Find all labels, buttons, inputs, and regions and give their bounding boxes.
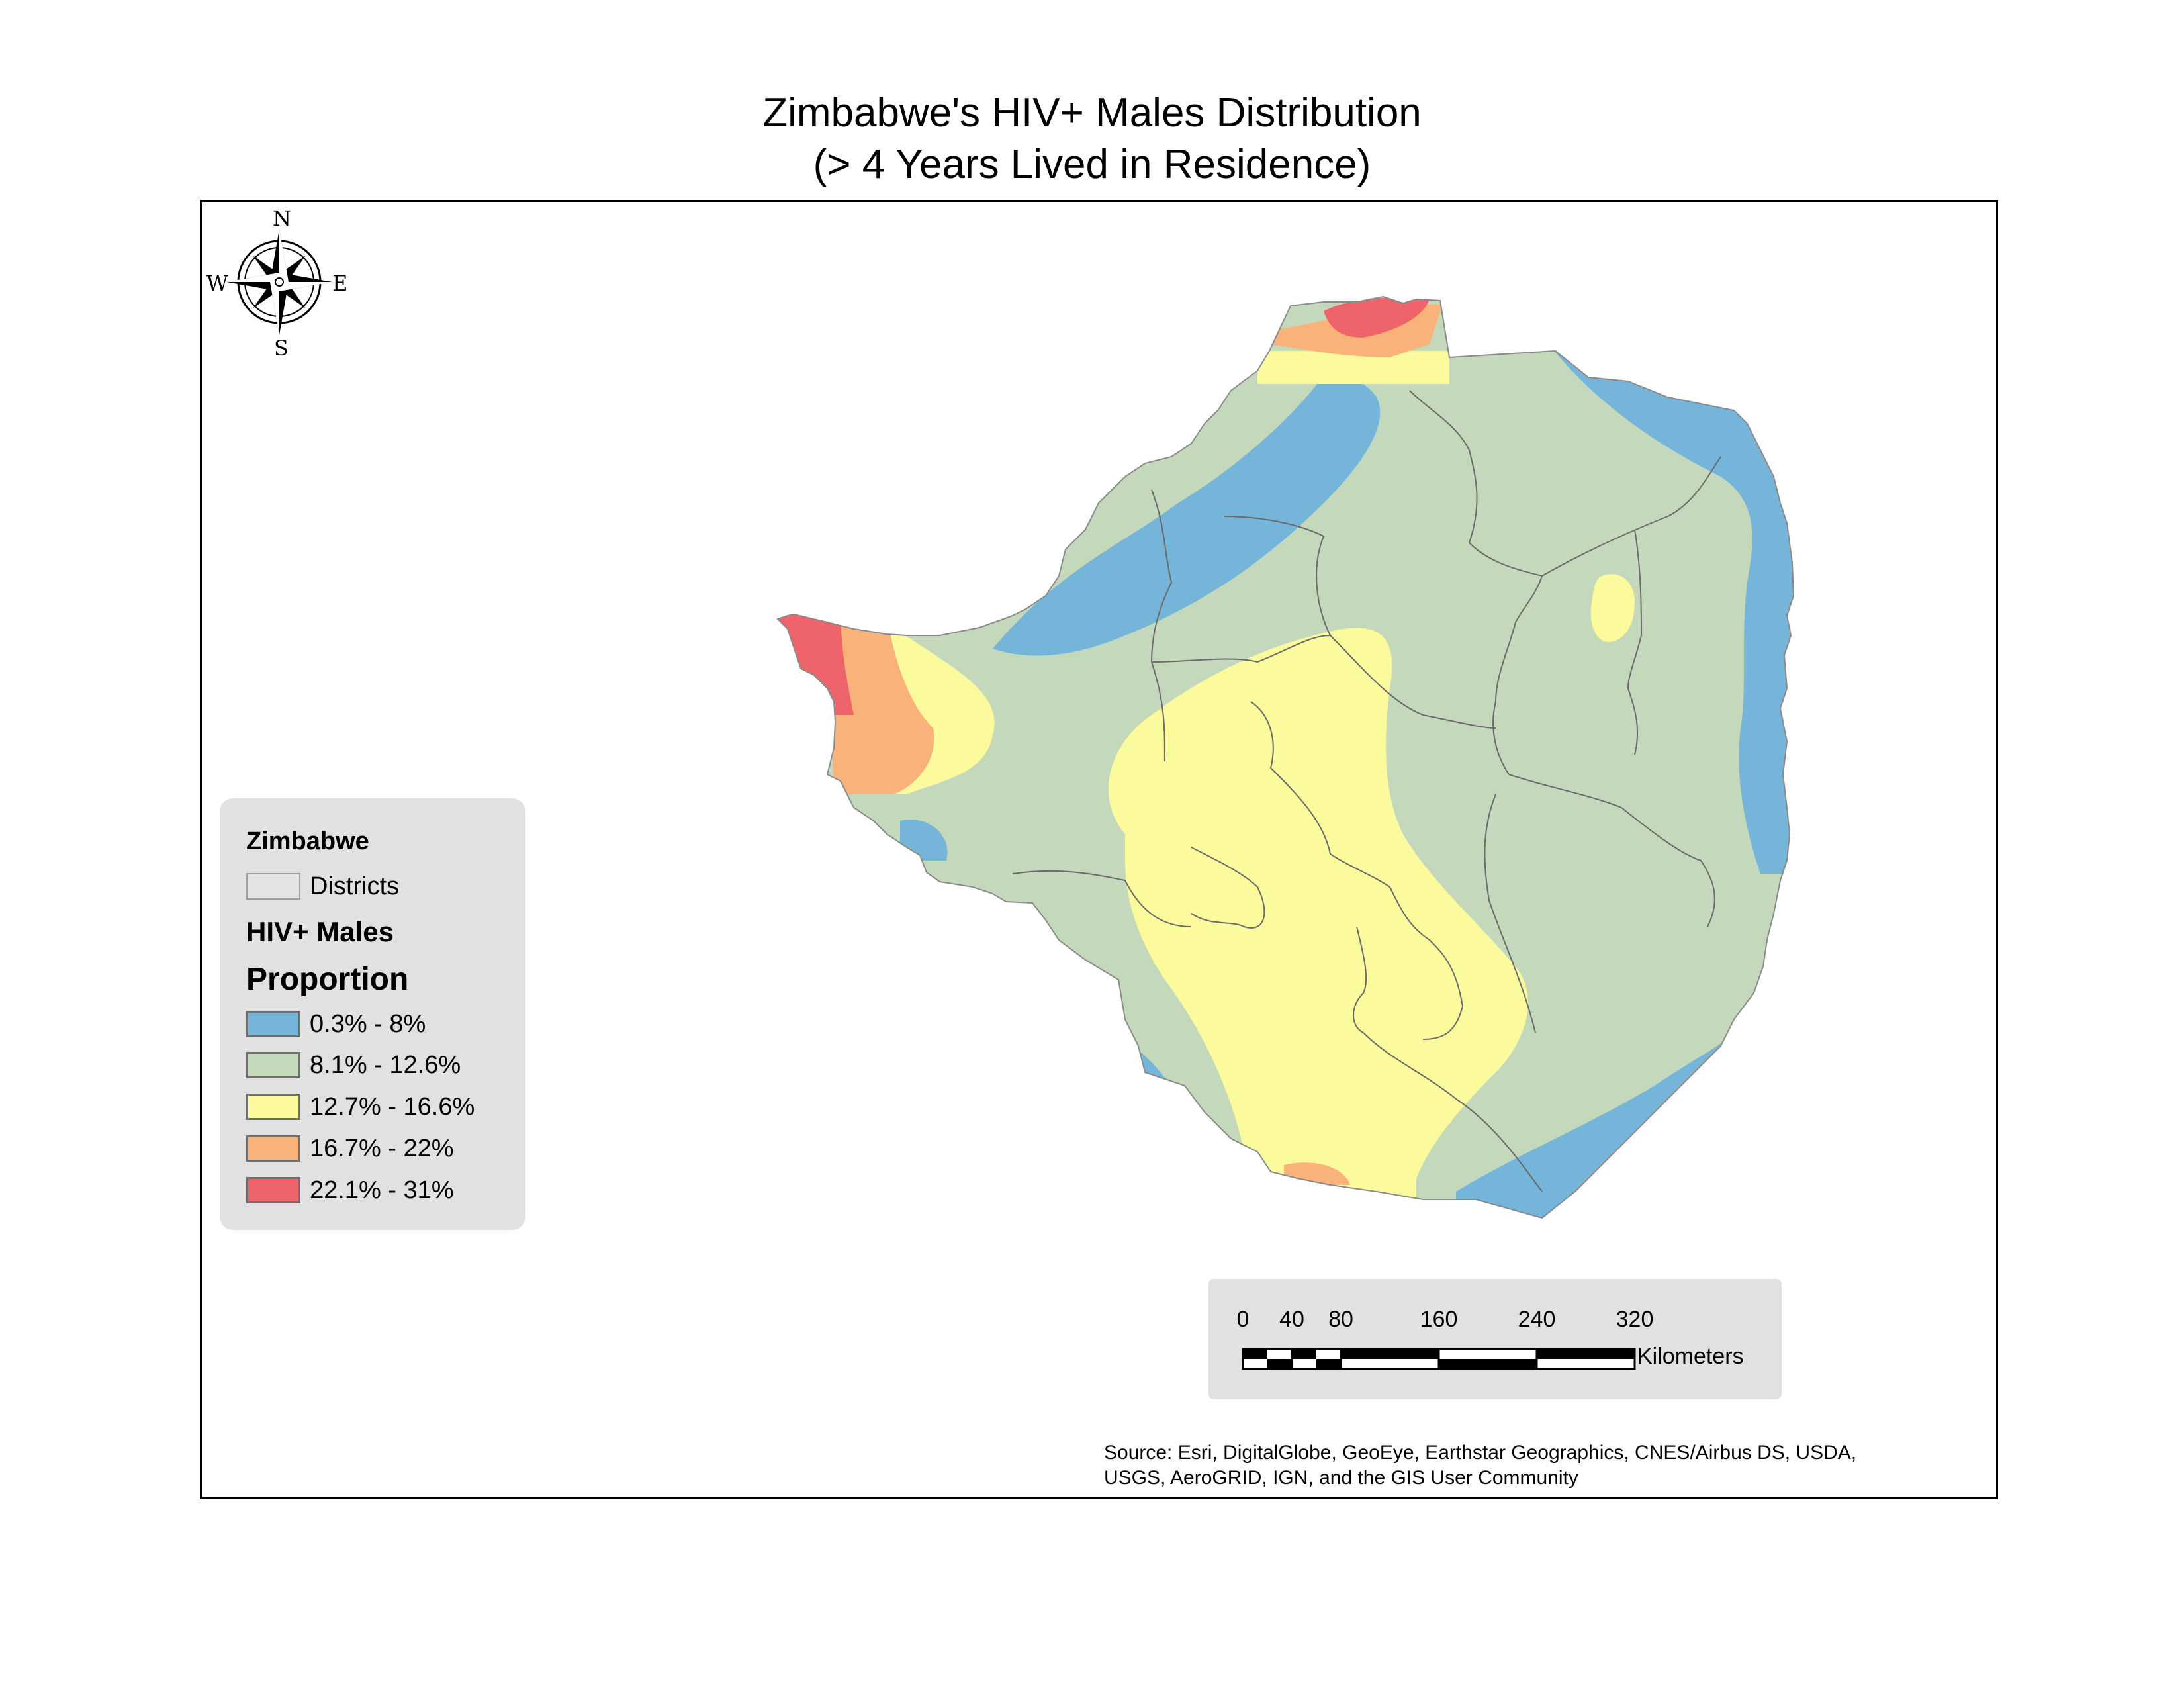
scale-tick-label: 80 (1328, 1307, 1353, 1332)
legend-field-title: HIV+ Males (246, 916, 394, 947)
legend-class-swatch (246, 1177, 300, 1203)
legend-districts-swatch (246, 873, 300, 900)
scale-bar-segment (1267, 1359, 1292, 1369)
compass-east-label: E (332, 271, 348, 296)
scale-tick-label: 0 (1236, 1307, 1250, 1332)
compass-south-label: S (274, 336, 289, 361)
map-subtitle: (> 4 Years Lived in Residence) (813, 142, 1371, 187)
legend-districts-label: Districts (310, 872, 400, 900)
legend-class-row: 16.7% - 22% (246, 1133, 454, 1164)
compass-rose-icon (226, 229, 332, 335)
scale-tick-label: 160 (1420, 1307, 1458, 1332)
source-line-1: Source: Esri, DigitalGlobe, GeoEye, Eart… (1104, 1442, 1857, 1464)
scale-bar-segment (1292, 1349, 1316, 1359)
interpolated-surface (778, 297, 1794, 1218)
district-boundaries (1012, 390, 1721, 1192)
legend-class-label: 0.3% - 8% (310, 1009, 426, 1038)
legend-class-label: 22.1% - 31% (310, 1176, 454, 1204)
scale-bar-segment (1537, 1349, 1635, 1359)
legend-class-swatch (246, 1135, 300, 1162)
scale-bar-segment (1316, 1359, 1341, 1369)
legend-class-row: 12.7% - 16.6% (246, 1092, 475, 1122)
legend-class-label: 8.1% - 12.6% (310, 1051, 461, 1079)
legend-class-label: 16.7% - 22% (310, 1134, 454, 1162)
legend-class-swatch (246, 1052, 300, 1078)
legend-class-row: 8.1% - 12.6% (246, 1050, 461, 1080)
legend-class-label: 12.7% - 16.6% (310, 1092, 475, 1121)
map-legend: Zimbabwe Districts HIV+ Males Proportion… (220, 798, 525, 1230)
legend-group-title: Zimbabwe (246, 827, 369, 855)
source-credit: Source: Esri, DigitalGlobe, GeoEye, Eart… (1104, 1440, 1856, 1491)
legend-districts-row: Districts (246, 871, 399, 902)
source-line-2: USGS, AeroGRID, IGN, and the GIS User Co… (1104, 1467, 1578, 1489)
scale-unit-label: Kilometers (1637, 1344, 1744, 1369)
compass-west-label: W (206, 271, 228, 296)
legend-class-swatch (246, 1094, 300, 1120)
legend-field-subtitle: Proportion (246, 962, 409, 997)
compass-north-label: N (273, 206, 291, 231)
map-frame (200, 200, 1998, 1499)
legend-class-swatch (246, 1011, 300, 1037)
scale-bar-segment (1243, 1349, 1267, 1359)
legend-class-row: 22.1% - 31% (246, 1175, 454, 1205)
scale-bar-segment (1341, 1349, 1439, 1359)
scale-tick-label: 320 (1615, 1307, 1654, 1332)
map-title: Zimbabwe's HIV+ Males Distribution (762, 90, 1422, 136)
scale-bar-segment (1439, 1359, 1537, 1369)
scale-tick-label: 40 (1279, 1307, 1304, 1332)
scale-tick-label: 240 (1518, 1307, 1556, 1332)
scale-bar: 0 40 80 160 240 320 Kilometers (1208, 1279, 1782, 1399)
legend-class-row: 0.3% - 8% (246, 1009, 426, 1039)
scale-bar-graphic (1242, 1348, 1636, 1370)
